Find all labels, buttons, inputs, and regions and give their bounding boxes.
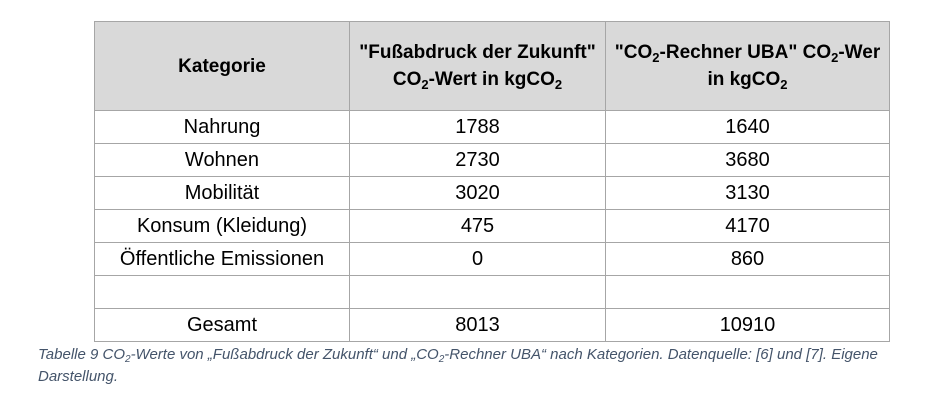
cell-value-uba: 3680 [605,143,890,177]
cell-value-fussabdruck: 0 [349,242,606,276]
cell-value-uba: 10910 [605,308,890,342]
cell-category: Nahrung [94,110,350,144]
table-row: Konsum (Kleidung) 475 4170 [94,209,890,243]
header-fussabdruck-zukunft: "Fußabdruck der Zukunft" CO2-Wert in kgC… [349,21,606,111]
cell-value-uba: 860 [605,242,890,276]
cell-value-fussabdruck: 1788 [349,110,606,144]
header-kategorie: Kategorie [94,21,350,111]
cell-category: Konsum (Kleidung) [94,209,350,243]
table-row-total: Gesamt 8013 10910 [94,308,890,342]
table-row: Mobilität 3020 3130 [94,176,890,210]
cell-category: Gesamt [94,308,350,342]
cell-value-fussabdruck: 2730 [349,143,606,177]
cell-category: Mobilität [94,176,350,210]
table-header-row: Kategorie "Fußabdruck der Zukunft" CO2-W… [94,21,890,111]
cell-value-uba: 4170 [605,209,890,243]
table-row-empty [94,275,890,309]
cell-value-fussabdruck [349,275,606,309]
emissions-table-container: Kategorie "Fußabdruck der Zukunft" CO2-W… [94,21,890,342]
cell-value-fussabdruck: 8013 [349,308,606,342]
cell-value-fussabdruck: 3020 [349,176,606,210]
cell-value-uba [605,275,890,309]
cell-value-fussabdruck: 475 [349,209,606,243]
table-row: Nahrung 1788 1640 [94,110,890,144]
cell-category: Öffentliche Emissionen [94,242,350,276]
table-row: Öffentliche Emissionen 0 860 [94,242,890,276]
cell-category: Wohnen [94,143,350,177]
header-co2-rechner-uba: "CO2-Rechner UBA" CO2-Wer in kgCO2 [605,21,890,111]
table-caption: Tabelle 9 CO2-Werte von „Fußabdruck der … [38,346,878,385]
table-row: Wohnen 2730 3680 [94,143,890,177]
cell-value-uba: 3130 [605,176,890,210]
cell-value-uba: 1640 [605,110,890,144]
emissions-table: Kategorie "Fußabdruck der Zukunft" CO2-W… [94,21,890,342]
cell-category [94,275,350,309]
